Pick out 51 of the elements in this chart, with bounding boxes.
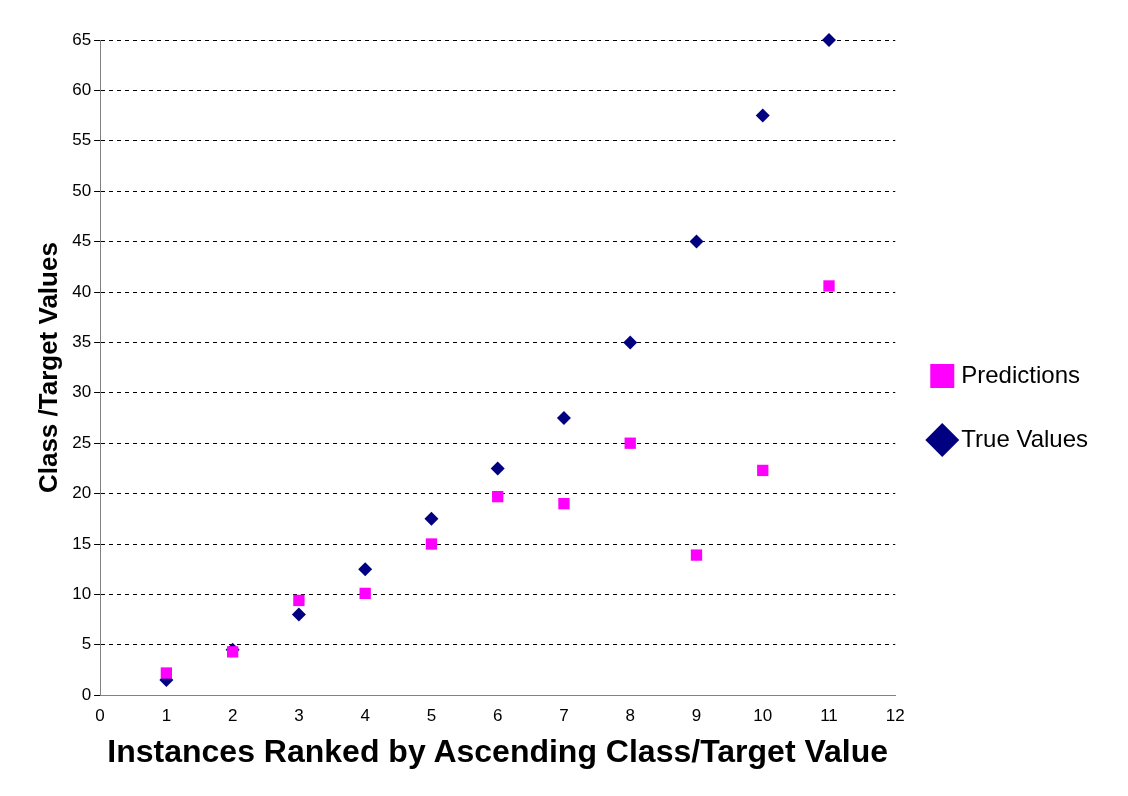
point xyxy=(689,234,704,249)
x-tick-label: 8 xyxy=(625,706,635,726)
y-tick-label: 40 xyxy=(72,281,92,301)
legend-label: True Values xyxy=(961,424,1089,452)
point xyxy=(425,538,438,550)
x-tick-label: 7 xyxy=(559,706,569,726)
x-axis-title: Instances Ranked by Ascending Class/Target Value xyxy=(107,732,889,769)
legend-label: Predictions xyxy=(961,360,1081,388)
x-tick-label: 4 xyxy=(360,706,370,726)
point xyxy=(823,280,835,292)
x-tick-label: 1 xyxy=(161,706,172,726)
y-tick-label: 45 xyxy=(72,231,92,251)
point xyxy=(359,587,371,600)
point xyxy=(624,437,636,449)
y-tick-label: 15 xyxy=(72,533,92,553)
y-tick-label: 0 xyxy=(81,684,92,704)
y-tick-label: 20 xyxy=(72,483,92,503)
point xyxy=(492,490,504,503)
point xyxy=(556,411,571,425)
y-tick-label: 60 xyxy=(72,80,92,100)
x-tick-label: 9 xyxy=(691,706,702,726)
point xyxy=(490,461,505,476)
point xyxy=(822,33,837,47)
x-tick-label: 2 xyxy=(227,706,238,726)
y-tick-label: 50 xyxy=(72,180,92,200)
point xyxy=(757,464,769,477)
y-tick-label: 30 xyxy=(72,382,92,402)
y-tick-label: 10 xyxy=(72,584,92,604)
x-tick-label: 5 xyxy=(426,706,437,726)
x-tick-label: 11 xyxy=(820,706,838,726)
x-tick-label: 3 xyxy=(294,706,304,726)
x-tick-label: 10 xyxy=(753,706,773,726)
point xyxy=(623,335,638,350)
point xyxy=(358,562,373,577)
y-axis-title: Class /Target Values xyxy=(32,242,63,494)
y-tick-label: 35 xyxy=(72,332,92,352)
point xyxy=(424,511,439,526)
x-tick-label: 6 xyxy=(492,706,503,726)
y-tick-label: 65 xyxy=(72,29,92,49)
y-tick-label: 55 xyxy=(72,130,92,150)
point xyxy=(293,594,305,607)
point xyxy=(160,667,173,679)
point xyxy=(755,108,770,123)
x-tick-label: 0 xyxy=(95,706,105,726)
y-tick-label: 5 xyxy=(81,634,92,654)
point xyxy=(558,498,570,510)
x-tick-label: 12 xyxy=(885,706,905,726)
y-tick-label: 25 xyxy=(72,432,92,452)
point xyxy=(226,646,239,658)
point xyxy=(291,607,306,622)
point xyxy=(690,549,703,561)
